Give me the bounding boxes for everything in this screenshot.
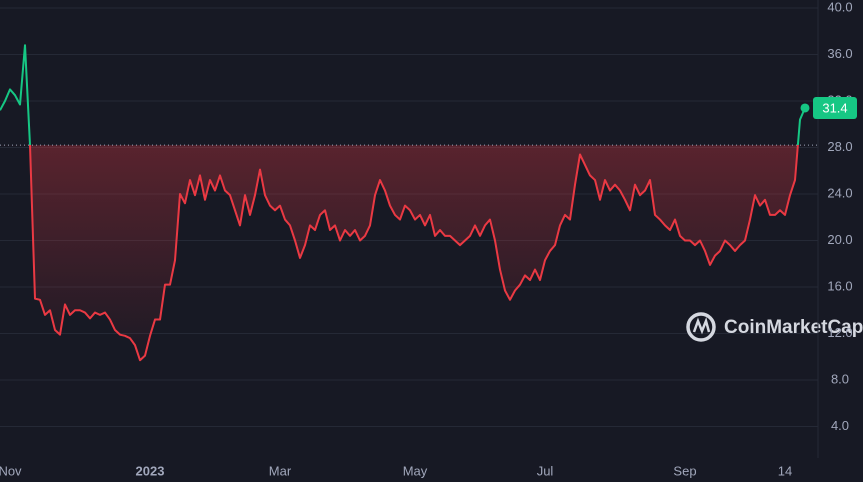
y-tick-label: 12.0 xyxy=(827,325,852,340)
x-tick-label: 2023 xyxy=(136,463,165,478)
last-point xyxy=(800,103,810,113)
last-value-label: 31.4 xyxy=(822,100,847,115)
y-tick-label: 16.0 xyxy=(827,278,852,293)
x-tick-label: May xyxy=(403,463,428,478)
y-tick-label: 8.0 xyxy=(831,371,849,386)
price-line xyxy=(0,44,806,362)
last-value-badge xyxy=(813,96,857,119)
x-tick-label: Sep xyxy=(673,463,696,478)
watermark: CoinMarketCap xyxy=(686,312,863,342)
watermark-text: CoinMarketCap xyxy=(724,317,863,338)
y-tick-label: 24.0 xyxy=(827,185,852,200)
x-tick-label: Nov xyxy=(0,463,22,478)
y-tick-label: 40.0 xyxy=(827,0,852,14)
x-tick-label: Mar xyxy=(269,463,292,478)
y-tick-label: 36.0 xyxy=(827,46,852,61)
x-tick-label: Jul xyxy=(537,463,554,478)
y-tick-label: 4.0 xyxy=(831,418,849,433)
x-tick-label: 14 xyxy=(778,463,792,478)
y-tick-label: 20.0 xyxy=(827,232,852,247)
area xyxy=(30,145,798,361)
y-tick-label: 28.0 xyxy=(827,139,852,154)
